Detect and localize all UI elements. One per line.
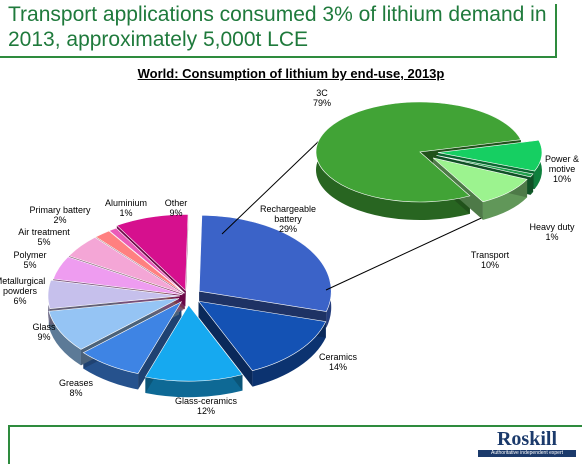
- breakout-slice-heavy-duty: [436, 155, 534, 178]
- main-slice-metallurgical-powders: [47, 279, 181, 309]
- brand-logo: Roskill Authoritative independent expert: [478, 428, 576, 457]
- breakout-label-power-motive: Power & motive 10%: [545, 154, 579, 184]
- brand-tagline: Authoritative independent expert: [478, 450, 576, 457]
- main-slice-air-treatment: [68, 237, 184, 295]
- main-label-rechargeable-battery: Rechargeable battery 29%: [260, 204, 316, 234]
- main-label-aluminium: Aluminium 1%: [105, 198, 147, 218]
- title-divider: [0, 56, 557, 58]
- breakout-connector-bottom: [325, 213, 491, 291]
- title-divider-vertical: [555, 4, 557, 58]
- breakout-connector-top: [221, 139, 321, 235]
- main-label-glass: Glass 9%: [32, 322, 56, 342]
- main-label-other: Other 9%: [165, 198, 188, 218]
- main-label-polymer: Polymer 5%: [13, 250, 46, 270]
- main-label-greases: Greases 8%: [59, 378, 94, 398]
- main-label-air-treatment: Air treatment 5%: [18, 227, 70, 247]
- main-label-ceramics: Ceramics 14%: [319, 352, 358, 372]
- breakout-slice-3c: [315, 101, 522, 203]
- footer-divider: [8, 425, 582, 427]
- main-slice-greases: [82, 301, 183, 374]
- main-label-metallurgical-powders: Metallurgicalpowders6%: [0, 276, 45, 306]
- main-slice-other: [116, 214, 189, 292]
- breakout-label-transport: Transport 10%: [471, 250, 510, 270]
- slide-title: Transport applications consumed 3% of li…: [8, 3, 547, 51]
- main-slice-primary-battery: [95, 230, 185, 294]
- main-slice-aluminium: [108, 227, 185, 294]
- main-slice-polymer: [52, 256, 183, 296]
- chart-title: World: Consumption of lithium by end-use…: [137, 66, 445, 81]
- breakout-label-3c: 3C 79%: [313, 88, 331, 108]
- main-slice-glass: [48, 298, 180, 350]
- main-slices: [47, 214, 332, 398]
- main-label-primary-battery: Primary battery 2%: [29, 205, 91, 225]
- brand-name: Roskill: [496, 428, 558, 450]
- breakout-slice-power-motive: [437, 139, 543, 172]
- breakout-slices: [315, 101, 543, 220]
- main-slice-ceramics: [197, 300, 327, 372]
- footer-divider-vertical: [8, 425, 10, 464]
- main-slice-glass-ceramics: [144, 304, 244, 382]
- breakout-slice-transport: [432, 157, 528, 203]
- breakout-label-heavy-duty: Heavy duty 1%: [529, 222, 575, 242]
- main-slice-rechargeable-battery: [198, 214, 332, 312]
- main-label-glass-ceramics: Glass-ceramics 12%: [175, 396, 238, 416]
